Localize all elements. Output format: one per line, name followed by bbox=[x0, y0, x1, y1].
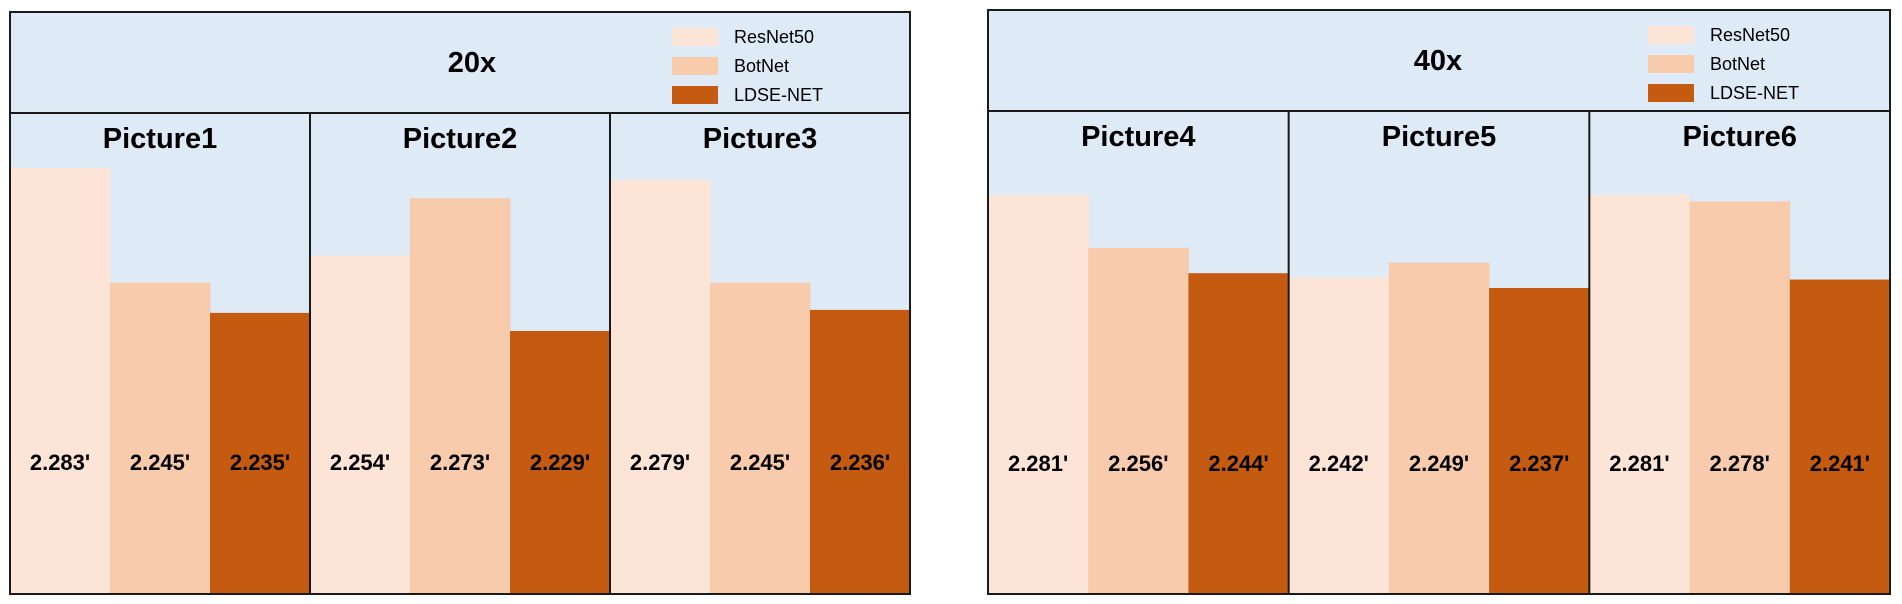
legend-label-resnet50: ResNet50 bbox=[1710, 25, 1790, 45]
category-label-picture1: Picture1 bbox=[103, 123, 217, 155]
bar-picture4-ldse-net bbox=[1188, 273, 1290, 594]
value-label-picture5-botnet: 2.249' bbox=[1409, 451, 1469, 476]
panel-1-title: 20x bbox=[448, 47, 496, 79]
bar-picture2-botnet bbox=[410, 198, 511, 594]
category-label-picture5: Picture5 bbox=[1382, 121, 1496, 153]
bar-picture6-ldse-net bbox=[1789, 279, 1891, 594]
bar-picture6-resnet50 bbox=[1589, 195, 1691, 594]
value-label-picture3-ldse-net: 2.236' bbox=[830, 450, 890, 475]
legend-swatch-botnet bbox=[672, 57, 718, 75]
value-label-picture3-resnet50: 2.279' bbox=[630, 450, 690, 475]
bar-picture2-ldse-net bbox=[510, 331, 611, 594]
bar-picture3-ldse-net bbox=[810, 309, 911, 594]
legend-label-botnet: BotNet bbox=[734, 56, 789, 76]
bar-picture4-resnet50 bbox=[988, 195, 1089, 594]
category-label-picture6: Picture6 bbox=[1682, 121, 1796, 153]
bar-picture3-resnet50 bbox=[610, 180, 711, 594]
value-label-picture4-resnet50: 2.281' bbox=[1008, 451, 1068, 476]
value-label-picture1-botnet: 2.245' bbox=[130, 450, 190, 475]
bar-picture5-resnet50 bbox=[1288, 277, 1390, 594]
bar-picture6-botnet bbox=[1689, 201, 1791, 594]
legend-label-botnet: BotNet bbox=[1710, 54, 1765, 74]
value-label-picture4-ldse-net: 2.244' bbox=[1208, 451, 1268, 476]
value-label-picture2-ldse-net: 2.229' bbox=[530, 450, 590, 475]
category-label-picture2: Picture2 bbox=[403, 123, 517, 155]
legend-label-ldse-net: LDSE-NET bbox=[1710, 83, 1799, 103]
legend-swatch-resnet50 bbox=[672, 28, 718, 46]
panel-2-border bbox=[987, 9, 1891, 595]
bar-picture2-resnet50 bbox=[310, 255, 411, 594]
value-label-picture6-resnet50: 2.281' bbox=[1609, 451, 1669, 476]
legend-label-resnet50: ResNet50 bbox=[734, 27, 814, 47]
value-label-picture4-botnet: 2.256' bbox=[1108, 451, 1168, 476]
panel-1-border bbox=[9, 11, 911, 595]
value-label-picture2-resnet50: 2.254' bbox=[330, 450, 390, 475]
bar-picture5-ldse-net bbox=[1489, 288, 1590, 594]
value-label-picture5-ldse-net: 2.237' bbox=[1509, 451, 1569, 476]
value-label-picture6-botnet: 2.278' bbox=[1710, 451, 1770, 476]
value-label-picture3-botnet: 2.245' bbox=[730, 450, 790, 475]
bar-picture1-ldse-net bbox=[210, 312, 311, 594]
panel-2-title: 40x bbox=[1414, 45, 1462, 77]
category-label-picture3: Picture3 bbox=[703, 123, 817, 155]
value-label-picture6-ldse-net: 2.241' bbox=[1810, 451, 1870, 476]
legend-swatch-ldse-net bbox=[1648, 84, 1694, 102]
legend-swatch-ldse-net bbox=[672, 86, 718, 104]
legend-swatch-botnet bbox=[1648, 55, 1694, 73]
value-label-picture2-botnet: 2.273' bbox=[430, 450, 490, 475]
legend-swatch-resnet50 bbox=[1648, 26, 1694, 44]
legend-label-ldse-net: LDSE-NET bbox=[734, 85, 823, 105]
value-label-picture1-ldse-net: 2.235' bbox=[230, 450, 290, 475]
bar-picture1-botnet bbox=[110, 282, 211, 594]
value-label-picture5-resnet50: 2.242' bbox=[1309, 451, 1369, 476]
category-label-picture4: Picture4 bbox=[1081, 121, 1195, 153]
value-label-picture1-resnet50: 2.283' bbox=[30, 450, 90, 475]
bar-picture5-botnet bbox=[1388, 262, 1490, 594]
bar-picture1-resnet50 bbox=[10, 168, 111, 594]
bar-picture4-botnet bbox=[1088, 247, 1189, 594]
bar-picture3-botnet bbox=[710, 282, 811, 594]
